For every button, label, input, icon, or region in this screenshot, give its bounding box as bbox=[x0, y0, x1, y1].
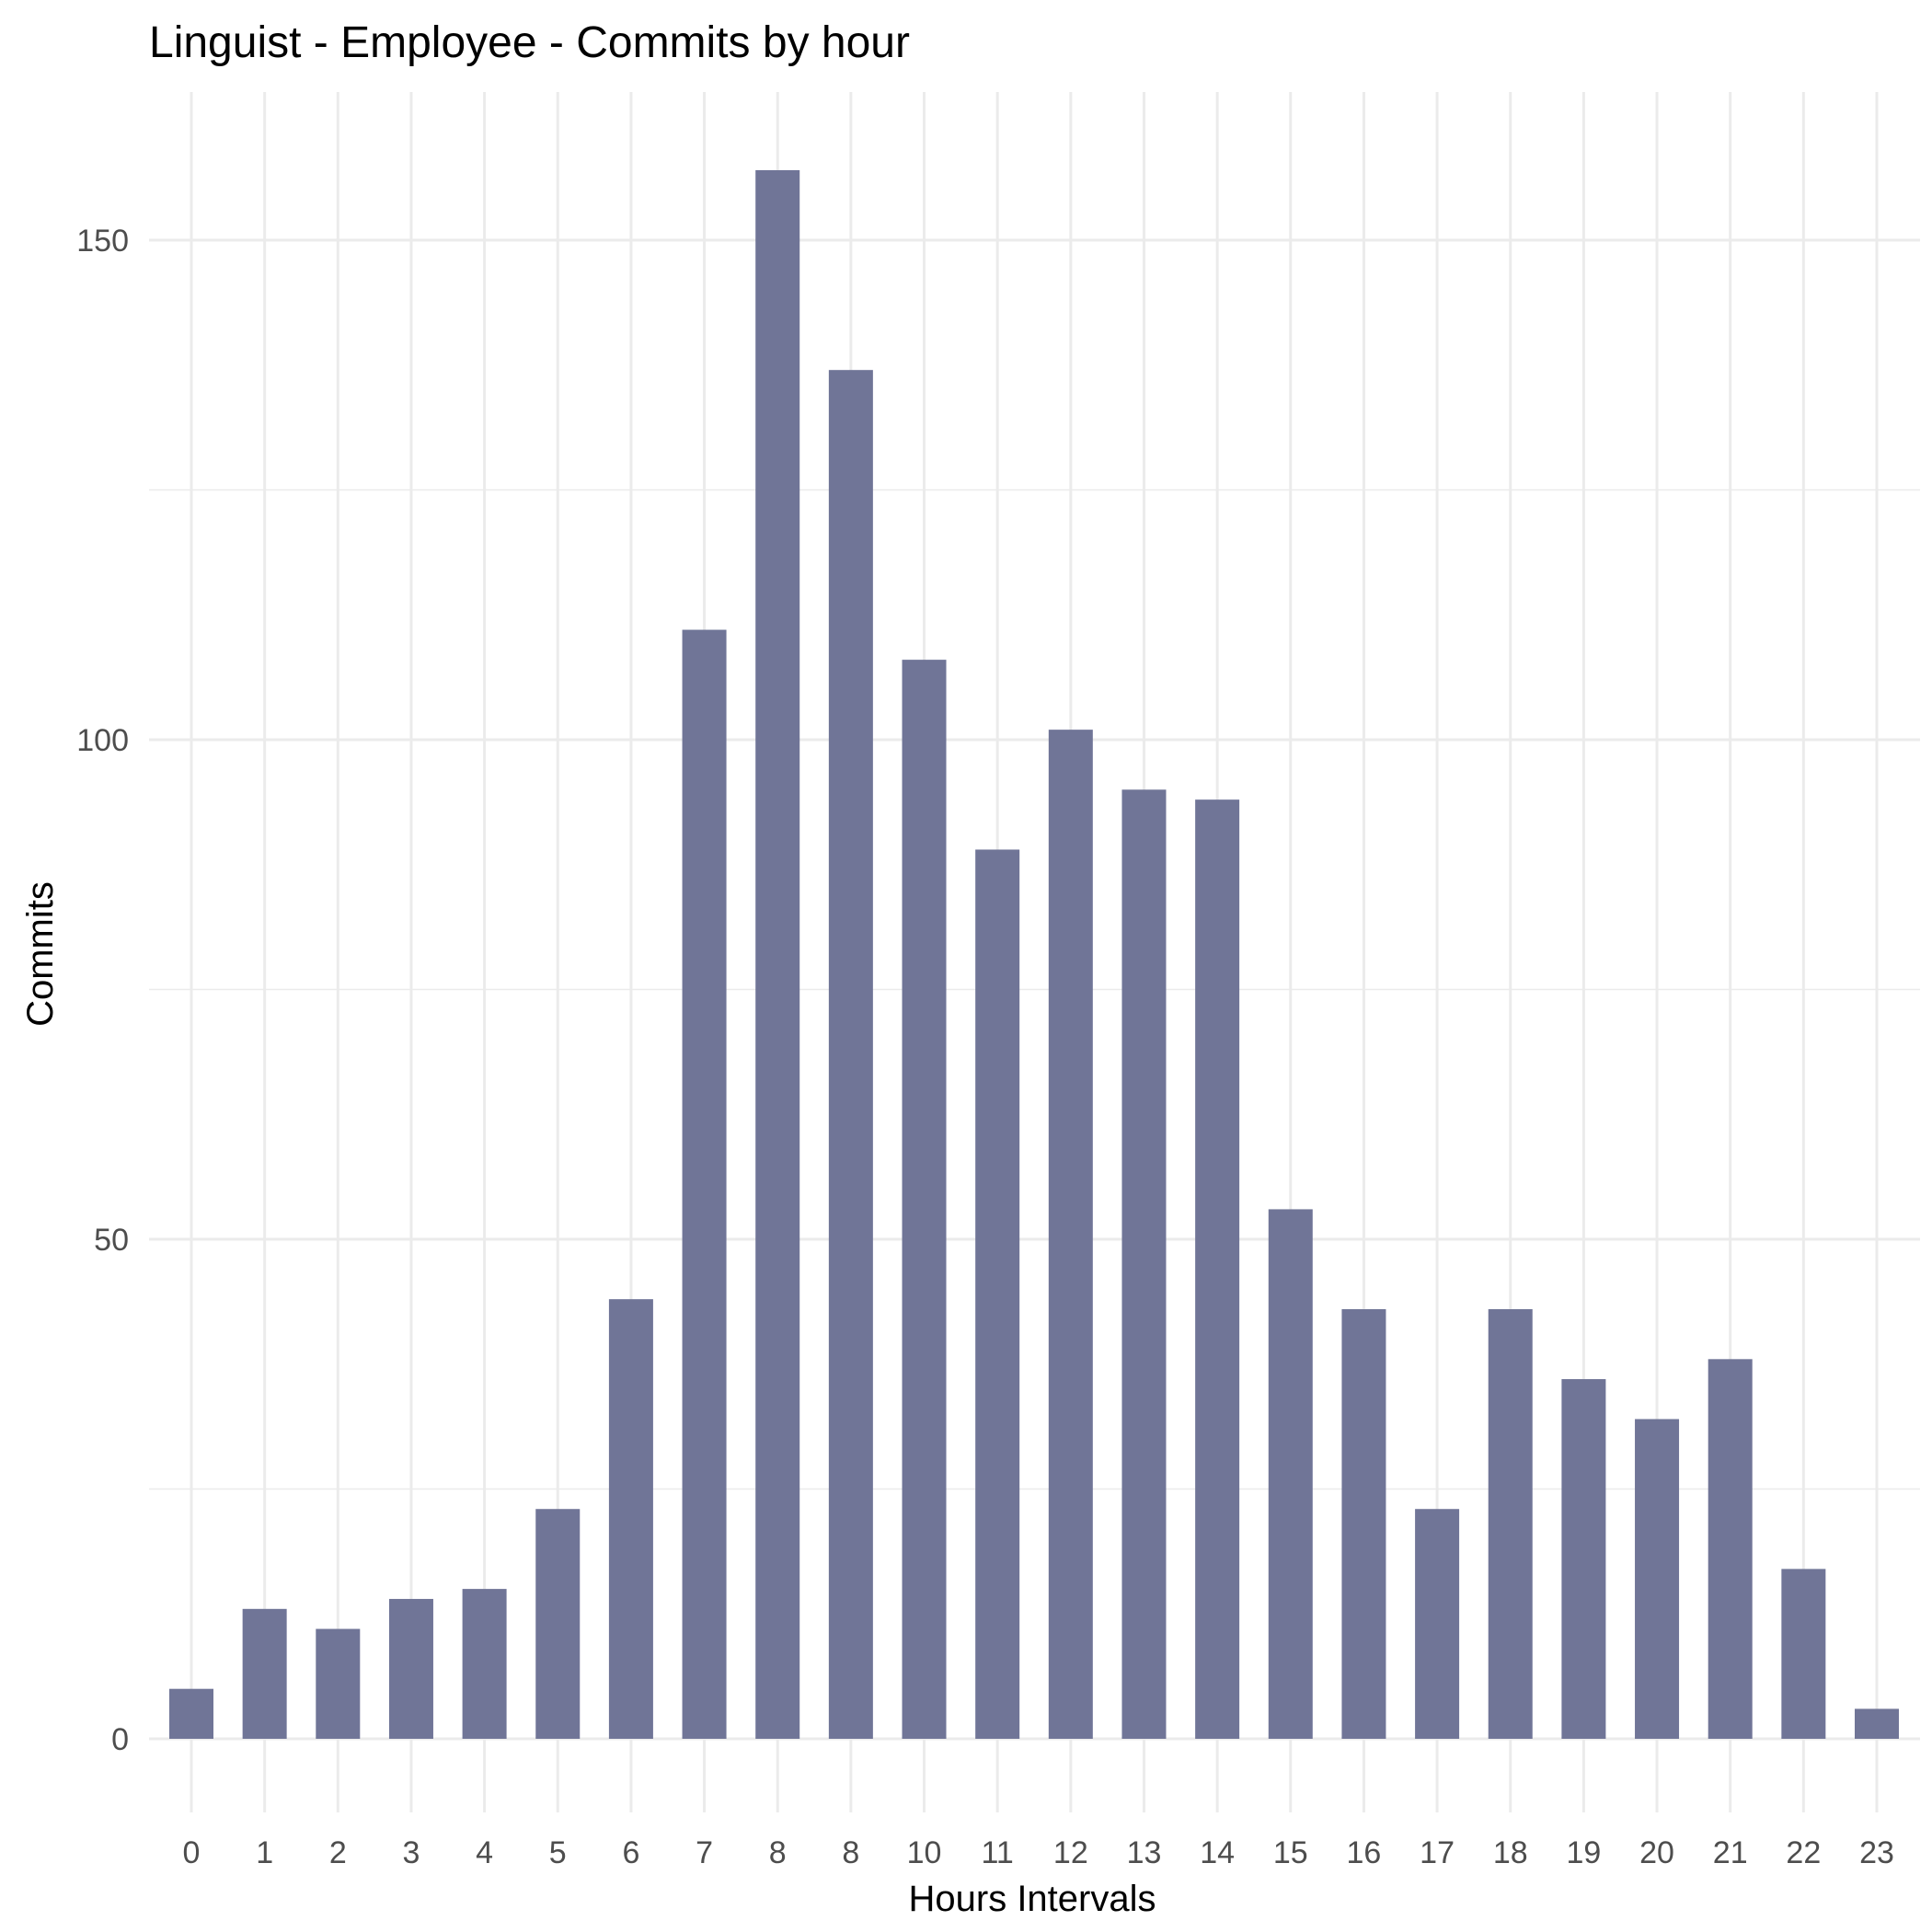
bar bbox=[1121, 789, 1167, 1739]
bar bbox=[388, 1598, 433, 1739]
bar bbox=[1048, 730, 1093, 1739]
bar bbox=[1488, 1309, 1533, 1739]
x-tick-label: 19 bbox=[1566, 1835, 1601, 1870]
bar bbox=[535, 1509, 581, 1739]
x-tick-label: 5 bbox=[549, 1835, 567, 1870]
bar bbox=[828, 370, 873, 1740]
bar bbox=[682, 629, 727, 1739]
x-tick-label: 7 bbox=[696, 1835, 713, 1870]
chart-title: Linguist - Employee - Commits by hour bbox=[149, 18, 910, 67]
bar bbox=[1855, 1708, 1899, 1739]
bar bbox=[1781, 1569, 1826, 1739]
x-tick-label: 8 bbox=[769, 1835, 787, 1870]
x-tick-label: 14 bbox=[1200, 1835, 1235, 1870]
bar bbox=[1635, 1419, 1680, 1739]
y-tick-label: 0 bbox=[111, 1722, 129, 1757]
x-tick-label: 8 bbox=[842, 1835, 859, 1870]
x-tick-label: 0 bbox=[183, 1835, 201, 1870]
bar bbox=[608, 1299, 653, 1739]
x-tick-label: 16 bbox=[1347, 1835, 1382, 1870]
x-tick-label: 21 bbox=[1713, 1835, 1748, 1870]
bar bbox=[902, 660, 947, 1739]
x-tick-label: 2 bbox=[329, 1835, 347, 1870]
bar bbox=[316, 1628, 361, 1739]
x-tick-label: 18 bbox=[1493, 1835, 1528, 1870]
bar bbox=[1415, 1509, 1460, 1739]
bar bbox=[1195, 799, 1240, 1739]
x-axis-ticks: 0 1 2 3 4 5 6 7 8 8 10 11 12 13 14 15 16 17 18 19 20 21 22 23 bbox=[183, 1835, 1894, 1870]
x-tick-label: 22 bbox=[1786, 1835, 1821, 1870]
y-tick-label: 50 bbox=[94, 1223, 129, 1258]
bar bbox=[462, 1589, 507, 1739]
x-tick-label: 4 bbox=[476, 1835, 493, 1870]
x-tick-label: 12 bbox=[1053, 1835, 1088, 1870]
x-tick-label: 1 bbox=[256, 1835, 273, 1870]
bar bbox=[242, 1608, 287, 1739]
bar bbox=[169, 1688, 213, 1739]
x-tick-label: 17 bbox=[1420, 1835, 1455, 1870]
x-tick-label: 11 bbox=[982, 1835, 1014, 1870]
y-tick-label: 150 bbox=[76, 224, 129, 259]
bar bbox=[1561, 1379, 1606, 1739]
x-axis-title: Hours Intervals bbox=[909, 1879, 1156, 1919]
bar bbox=[1708, 1359, 1753, 1739]
x-tick-label: 23 bbox=[1859, 1835, 1894, 1870]
x-tick-label: 10 bbox=[907, 1835, 942, 1870]
bar bbox=[755, 169, 800, 1740]
x-tick-label: 6 bbox=[622, 1835, 639, 1870]
y-tick-label: 100 bbox=[76, 723, 129, 758]
x-tick-label: 13 bbox=[1127, 1835, 1162, 1870]
bar bbox=[1341, 1309, 1386, 1739]
bar bbox=[1268, 1209, 1313, 1739]
bars bbox=[169, 169, 1899, 1740]
y-axis-title: Commits bbox=[20, 881, 61, 1027]
x-tick-label: 15 bbox=[1273, 1835, 1308, 1870]
y-axis-ticks: 0 50 100 150 bbox=[76, 224, 129, 1757]
x-tick-label: 3 bbox=[402, 1835, 420, 1870]
x-tick-label: 20 bbox=[1639, 1835, 1674, 1870]
bar bbox=[975, 849, 1020, 1739]
